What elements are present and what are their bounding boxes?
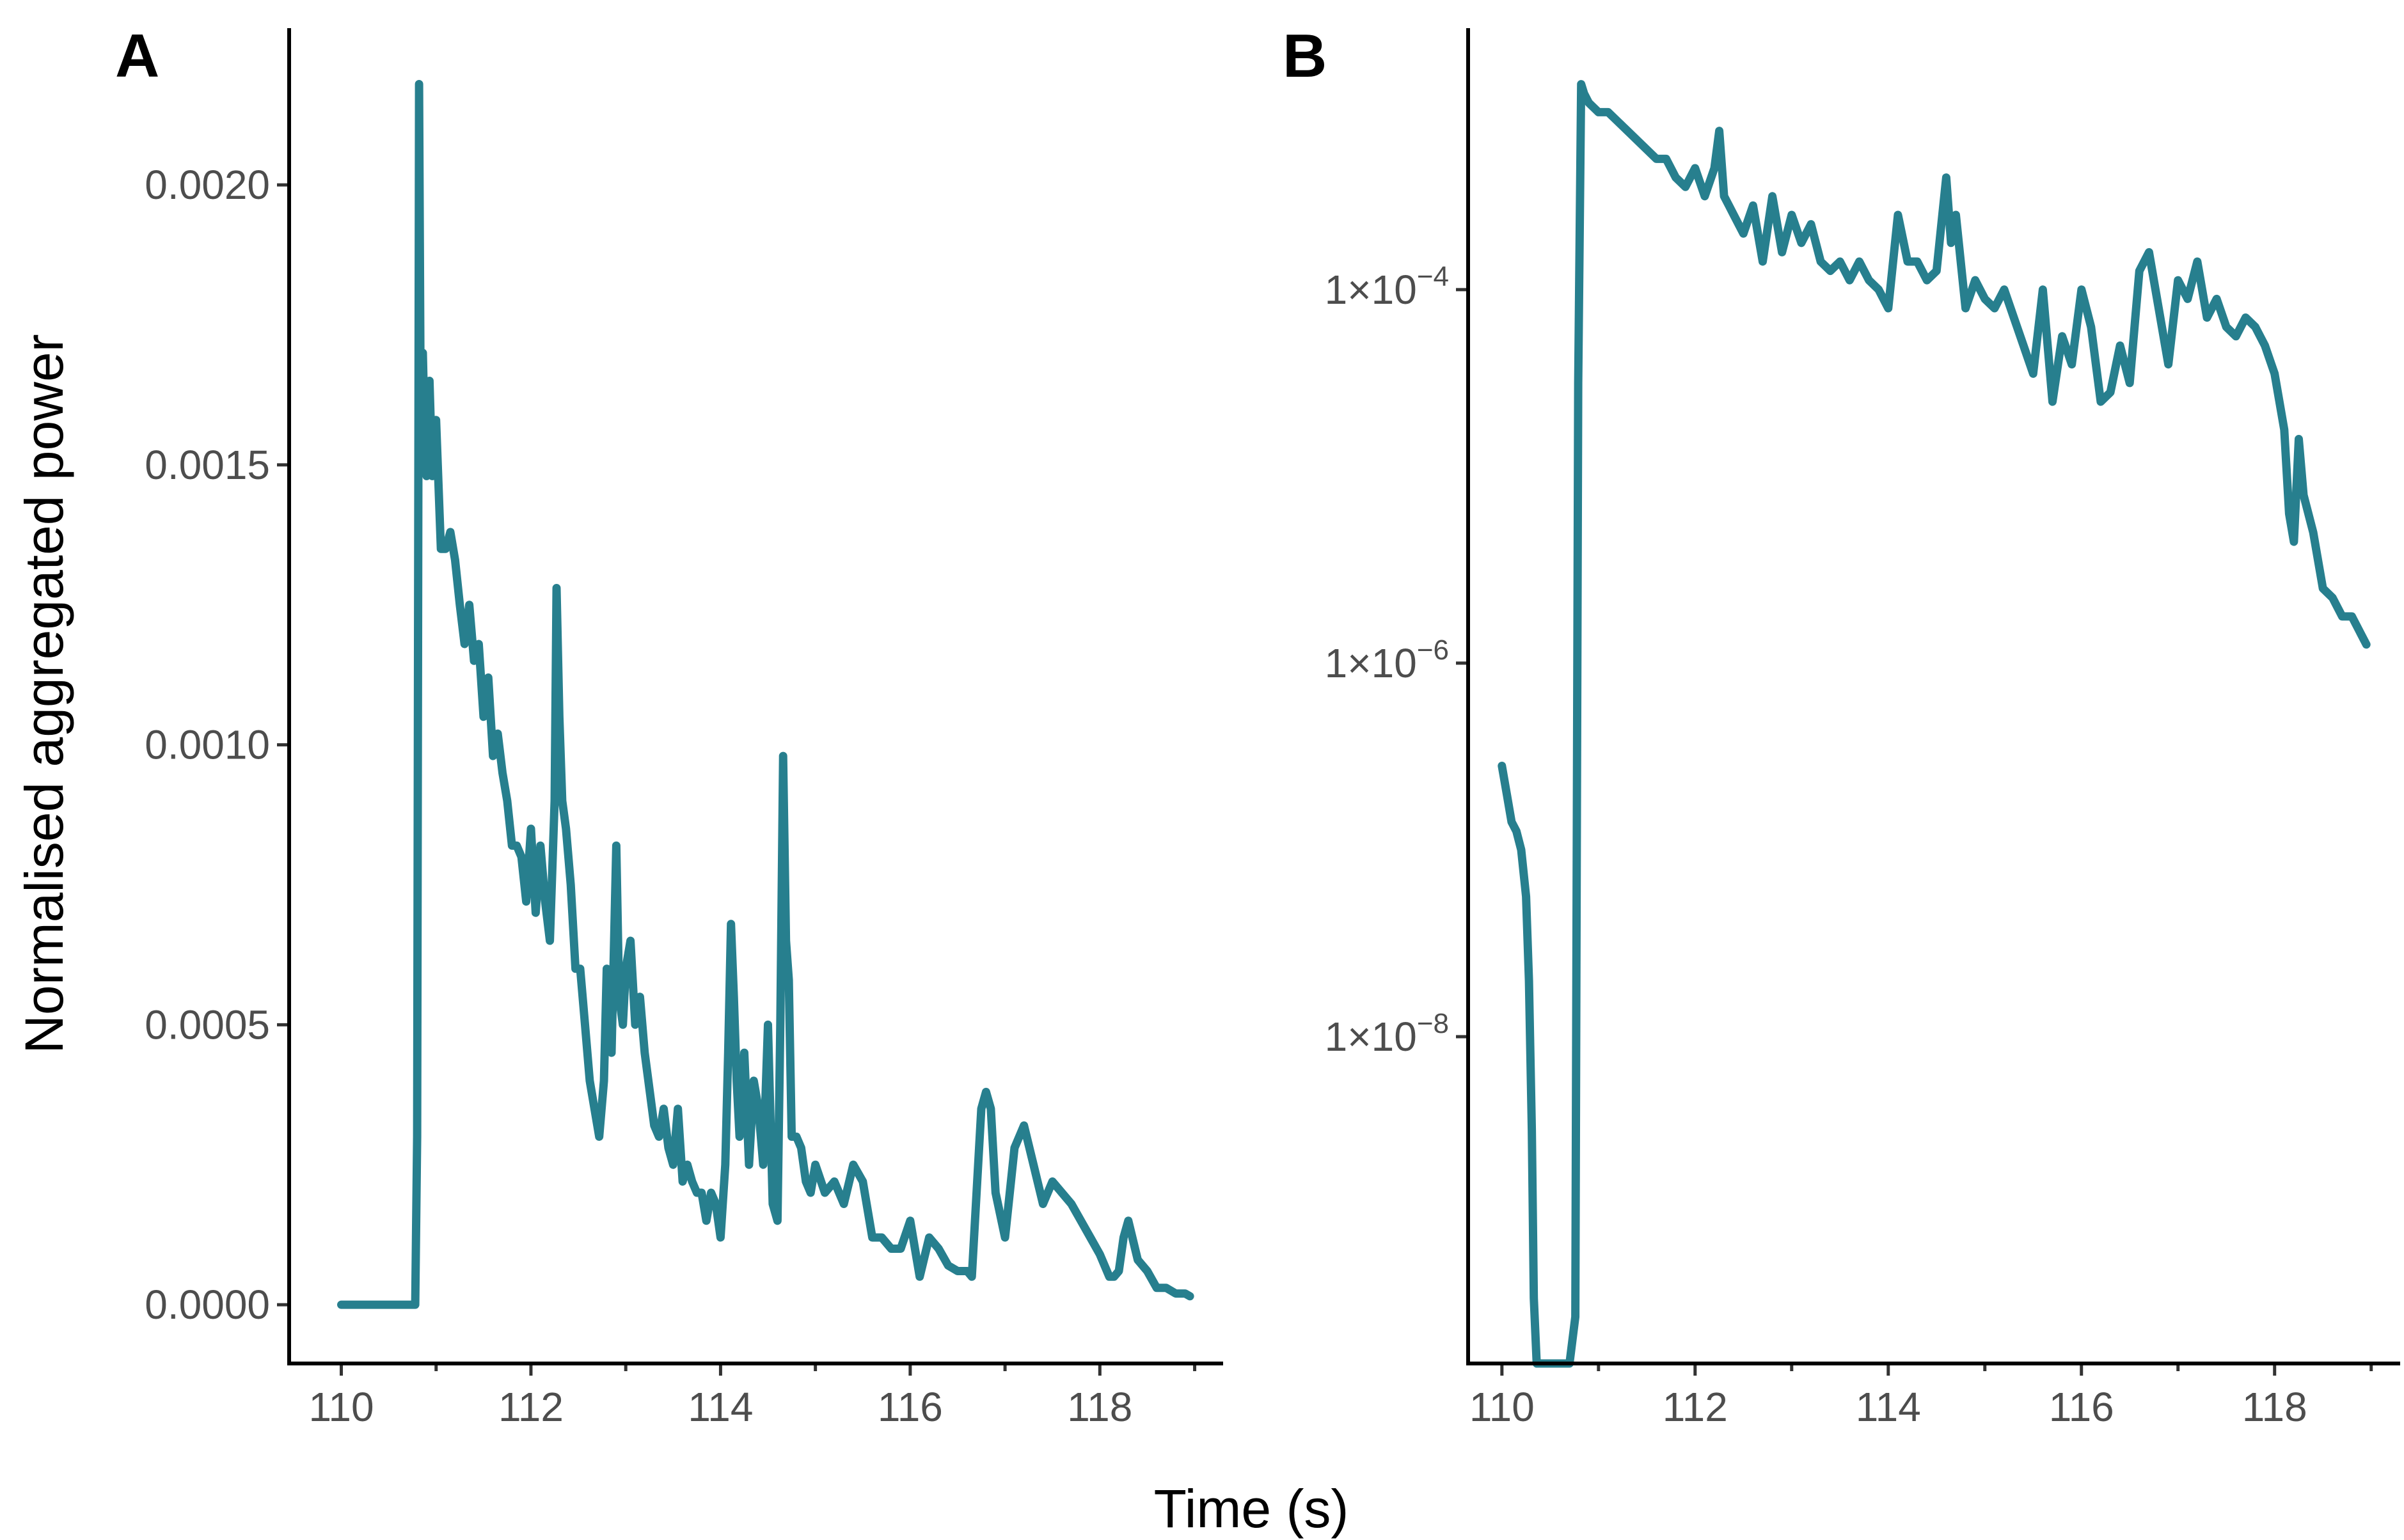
x-tick-label: 114	[688, 1384, 753, 1430]
x-axis-title: Time (s)	[1154, 1479, 1349, 1539]
x-tick-label: 118	[2242, 1384, 2307, 1430]
series-line	[1498, 80, 2371, 1368]
y-tick-base: 10	[1372, 1014, 1417, 1060]
y-tick-mantissa: 1	[1325, 640, 1348, 686]
y-axis-title: Normalised aggregated power	[14, 334, 74, 1053]
x-tick-label: 112	[1663, 1384, 1728, 1430]
x-tick-label: 110	[1469, 1384, 1535, 1430]
y-tick-mantissa: 1	[1325, 1014, 1348, 1060]
y-tick-label: 0.0005	[145, 1002, 270, 1048]
y-tick-label: 0.0015	[145, 442, 270, 488]
y-tick-exponent: −4	[1417, 261, 1449, 292]
y-tick-times: ×	[1347, 640, 1371, 686]
panel-b-plot	[1498, 80, 2371, 1368]
y-tick-times: ×	[1347, 1014, 1371, 1060]
panel-a: A 110 112 114 116 118 0.0000 0.0005 0.0010 0.001…	[115, 22, 1223, 1430]
y-tick-label: 0.0010	[145, 722, 270, 768]
y-tick-times: ×	[1347, 267, 1371, 313]
y-tick-label: 1×10−6	[1325, 634, 1449, 686]
y-tick-exponent: −8	[1417, 1008, 1449, 1039]
x-tick-label: 116	[878, 1384, 943, 1430]
y-tick-label: 0.0000	[145, 1282, 270, 1328]
y-tick-base: 10	[1372, 640, 1417, 686]
panel-a-ticks: 110 112 114 116 118 0.0000 0.0005 0.0010 0.0015 0…	[145, 162, 1197, 1430]
x-tick-label: 110	[309, 1384, 374, 1430]
x-tick-label: 112	[498, 1384, 564, 1430]
panel-a-label: A	[115, 22, 159, 90]
x-tick-label: 116	[2049, 1384, 2114, 1430]
y-tick-exponent: −6	[1417, 634, 1449, 666]
y-tick-label: 0.0020	[145, 162, 270, 208]
x-tick-label: 118	[1067, 1384, 1132, 1430]
panel-a-plot	[337, 80, 1194, 1309]
x-tick-label: 114	[1856, 1384, 1921, 1430]
y-tick-label: 1×10−8	[1325, 1008, 1449, 1060]
y-tick-mantissa: 1	[1325, 267, 1348, 313]
y-tick-base: 10	[1372, 267, 1417, 313]
panel-b-label: B	[1283, 22, 1327, 90]
series-line	[337, 80, 1194, 1309]
y-tick-label: 1×10−4	[1325, 261, 1449, 313]
